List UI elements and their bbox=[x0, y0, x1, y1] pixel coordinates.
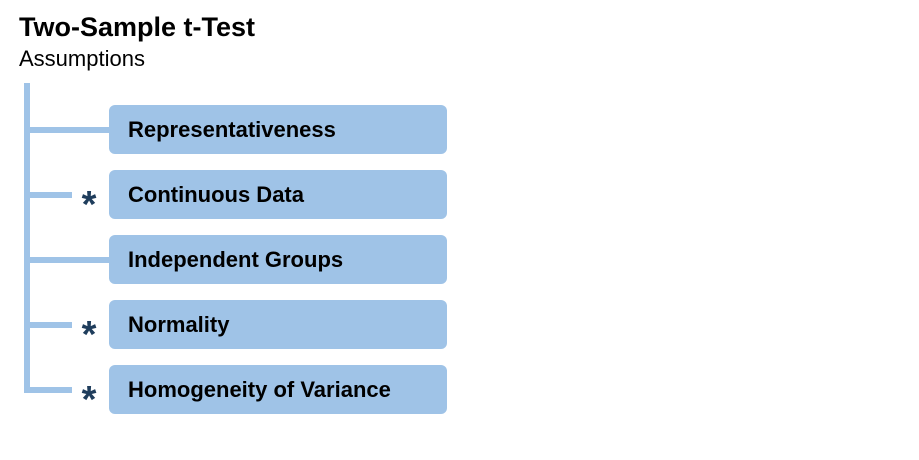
tree-branch-line bbox=[24, 256, 110, 263]
assumption-box: Normality bbox=[109, 300, 447, 349]
assumption-box: Homogeneity of Variance bbox=[109, 365, 447, 414]
assumption-label: Independent Groups bbox=[128, 246, 344, 272]
assumption-label: Homogeneity of Variance bbox=[128, 376, 391, 402]
assumption-label: Continuous Data bbox=[128, 181, 304, 207]
asterisk-marker-icon: * bbox=[81, 313, 97, 343]
tree-trunk-line bbox=[24, 83, 30, 393]
assumption-box: Independent Groups bbox=[109, 235, 447, 284]
assumption-label: Normality bbox=[128, 311, 230, 337]
tree-branch-line bbox=[24, 386, 72, 393]
assumption-box: Continuous Data bbox=[109, 170, 447, 219]
diagram-title: Two-Sample t-Test bbox=[19, 12, 256, 42]
assumption-label: Representativeness bbox=[128, 116, 336, 142]
asterisk-marker-icon: * bbox=[81, 378, 97, 408]
assumption-box: Representativeness bbox=[109, 105, 447, 154]
asterisk-marker-icon: * bbox=[81, 183, 97, 213]
tree-branch-line bbox=[24, 191, 72, 198]
diagram-subtitle: Assumptions bbox=[19, 46, 145, 71]
tree-branch-line bbox=[24, 126, 110, 133]
tree-branch-line bbox=[24, 321, 72, 328]
